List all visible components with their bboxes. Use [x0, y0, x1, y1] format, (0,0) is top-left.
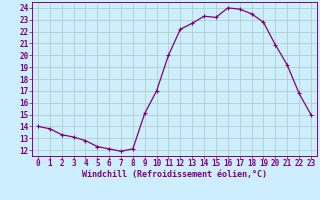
X-axis label: Windchill (Refroidissement éolien,°C): Windchill (Refroidissement éolien,°C): [82, 170, 267, 179]
